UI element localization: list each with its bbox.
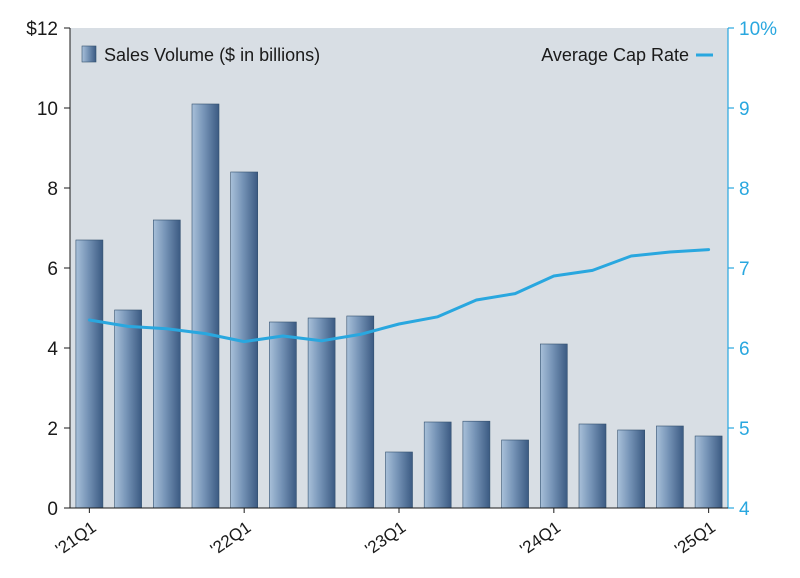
left-tick-label: 0: [47, 499, 58, 520]
legend-bar-label: Sales Volume ($ in billions): [104, 45, 320, 65]
bar: [307, 317, 336, 509]
x-tick-label: '22Q1: [207, 518, 255, 559]
bar: [385, 451, 413, 509]
bar: [462, 420, 491, 509]
bar: [75, 239, 104, 509]
legend-bar-swatch: [81, 45, 97, 63]
right-tick-label: 5: [739, 419, 750, 440]
x-tick-label: '25Q1: [671, 518, 719, 559]
right-tick-label: 6: [739, 339, 750, 360]
right-tick-label: 10%: [739, 19, 777, 40]
right-tick-label: 8: [739, 179, 750, 200]
legend: Sales Volume ($ in billions) Average Cap…: [81, 45, 713, 65]
cap-rate-line: [87, 248, 711, 344]
bar: [191, 103, 220, 509]
left-tick-label: $12: [26, 19, 58, 40]
x-tick-label: '21Q1: [52, 518, 100, 559]
left-tick-label: 6: [47, 259, 58, 280]
line-series: [87, 248, 711, 344]
left-tick-label: 8: [47, 179, 58, 200]
legend-line-label: Average Cap Rate: [541, 45, 689, 65]
bar: [423, 421, 452, 509]
left-tick-label: 2: [47, 419, 58, 440]
x-tick-label: '23Q1: [362, 518, 410, 559]
bar: [501, 439, 529, 509]
right-axis-ticks: 4 5 6 7 8 9 10%: [728, 19, 777, 520]
right-tick-label: 4: [739, 499, 750, 520]
bar: [114, 309, 142, 509]
left-tick-label: 4: [47, 339, 58, 360]
bar: [694, 435, 723, 509]
x-axis-ticks: '21Q1 '22Q1 '23Q1 '24Q1 '25Q1: [52, 508, 719, 559]
bar: [617, 429, 646, 509]
bar: [578, 423, 607, 509]
right-tick-label: 7: [739, 259, 750, 280]
right-tick-label: 9: [739, 99, 750, 120]
left-tick-label: 10: [37, 99, 58, 120]
bar: [346, 315, 375, 509]
bar: [153, 219, 181, 509]
bar: [539, 343, 568, 509]
bar: [656, 425, 684, 509]
x-tick-label: '24Q1: [516, 518, 564, 559]
bar: [269, 321, 297, 509]
left-axis-ticks: 0 2 4 6 8 10 $12: [26, 19, 70, 520]
